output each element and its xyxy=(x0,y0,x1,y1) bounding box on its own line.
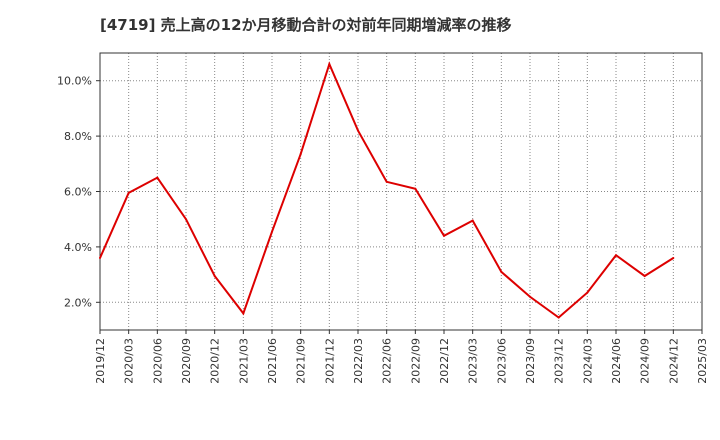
data-point xyxy=(385,180,388,183)
data-point xyxy=(242,312,245,315)
x-tick-label: 2022/12 xyxy=(438,338,451,384)
x-tick-label: 2021/03 xyxy=(237,338,250,384)
data-point xyxy=(643,274,646,277)
x-tick-label: 2020/03 xyxy=(123,338,136,384)
x-tick-label: 2023/12 xyxy=(553,338,566,384)
x-tick-label: 2024/03 xyxy=(581,338,594,384)
data-point xyxy=(414,187,417,190)
data-point xyxy=(156,176,159,179)
data-point xyxy=(672,256,675,259)
data-point xyxy=(557,316,560,319)
chart-title: [4719] 売上高の12か月移動合計の対前年同期増減率の推移 xyxy=(100,16,512,34)
x-tick-label: 2021/09 xyxy=(295,338,308,384)
data-point xyxy=(271,230,273,233)
x-tick-label: 2022/09 xyxy=(409,338,422,384)
y-tick-label: 6.0% xyxy=(64,186,92,199)
data-point xyxy=(443,234,445,237)
data-point xyxy=(471,219,474,222)
data-point xyxy=(299,153,302,156)
y-tick-label: 8.0% xyxy=(64,130,92,143)
data-point xyxy=(500,270,503,273)
x-tick-label: 2019/12 xyxy=(94,338,107,384)
y-tick-label: 4.0% xyxy=(64,241,92,254)
x-tick-label: 2023/03 xyxy=(467,338,480,384)
data-point xyxy=(99,256,101,259)
data-point xyxy=(185,218,187,221)
data-point xyxy=(127,191,130,194)
y-tick-label: 2.0% xyxy=(64,296,92,309)
data-point xyxy=(213,274,216,277)
x-tick-label: 2023/09 xyxy=(524,338,537,384)
x-tick-label: 2022/03 xyxy=(352,338,365,384)
x-tick-label: 2023/06 xyxy=(495,338,508,384)
x-tick-label: 2020/09 xyxy=(180,338,193,384)
y-tick-label: 10.0% xyxy=(57,75,92,88)
x-tick-label: 2025/03 xyxy=(696,338,709,384)
x-tick-label: 2021/06 xyxy=(266,338,279,384)
data-point xyxy=(357,129,359,132)
series-line xyxy=(99,61,674,319)
x-tick-label: 2024/06 xyxy=(610,338,623,384)
data-point xyxy=(529,295,531,298)
x-tick-label: 2020/06 xyxy=(151,338,164,384)
x-tick-label: 2024/09 xyxy=(639,338,652,384)
data-point xyxy=(328,63,331,66)
x-tick-label: 2021/12 xyxy=(323,338,336,384)
data-point xyxy=(615,254,617,257)
data-point xyxy=(586,291,589,294)
x-tick-label: 2024/12 xyxy=(667,338,680,384)
x-tick-label: 2020/12 xyxy=(209,338,222,384)
x-tick-label: 2022/06 xyxy=(381,338,394,384)
